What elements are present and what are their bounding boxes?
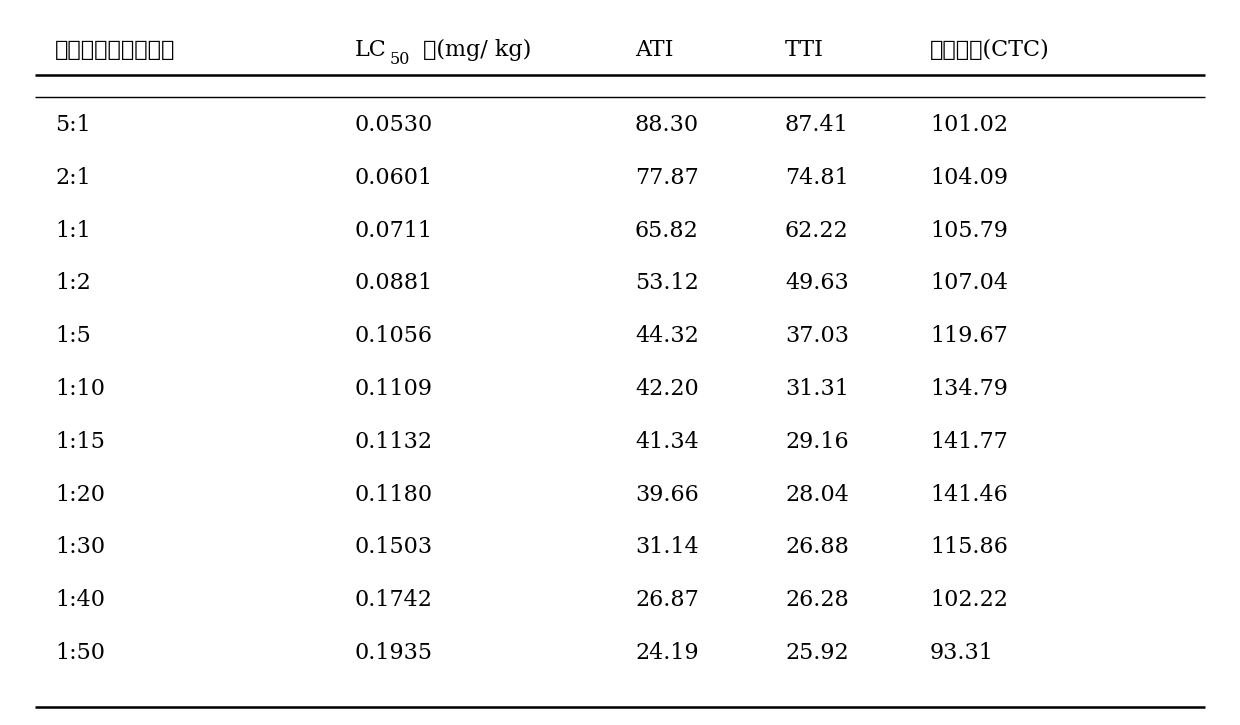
Text: 77.87: 77.87 [635,167,699,188]
Text: 141.77: 141.77 [930,431,1008,453]
Text: 41.34: 41.34 [635,431,699,453]
Text: 65.82: 65.82 [635,220,699,241]
Text: 双丙环虫酯：吡蚜酮: 双丙环虫酯：吡蚜酮 [55,39,175,61]
Text: LC: LC [355,39,387,61]
Text: 101.02: 101.02 [930,114,1008,136]
Text: TTI: TTI [785,39,825,61]
Text: 74.81: 74.81 [785,167,848,188]
Text: 2:1: 2:1 [55,167,91,188]
Text: 39.66: 39.66 [635,484,699,505]
Text: 0.1742: 0.1742 [355,589,433,611]
Text: 26.88: 26.88 [785,536,849,558]
Text: 44.32: 44.32 [635,326,699,347]
Text: 87.41: 87.41 [785,114,848,136]
Text: 119.67: 119.67 [930,326,1008,347]
Text: 53.12: 53.12 [635,273,699,294]
Text: 26.87: 26.87 [635,589,699,611]
Text: 0.0711: 0.0711 [355,220,433,241]
Text: 25.92: 25.92 [785,642,848,664]
Text: 107.04: 107.04 [930,273,1008,294]
Text: 37.03: 37.03 [785,326,849,347]
Text: 1:30: 1:30 [55,536,105,558]
Text: 42.20: 42.20 [635,378,699,400]
Text: 0.1503: 0.1503 [355,536,433,558]
Text: 29.16: 29.16 [785,431,848,453]
Text: 115.86: 115.86 [930,536,1008,558]
Text: 105.79: 105.79 [930,220,1008,241]
Text: 0.0881: 0.0881 [355,273,433,294]
Text: ATI: ATI [635,39,673,61]
Text: 1:1: 1:1 [55,220,91,241]
Text: 141.46: 141.46 [930,484,1008,505]
Text: 104.09: 104.09 [930,167,1008,188]
Text: 共毒系数(CTC): 共毒系数(CTC) [930,39,1050,61]
Text: 0.0530: 0.0530 [355,114,433,136]
Text: 1:10: 1:10 [55,378,105,400]
Text: 26.28: 26.28 [785,589,848,611]
Text: 0.1109: 0.1109 [355,378,433,400]
Text: 1:50: 1:50 [55,642,105,664]
Text: 28.04: 28.04 [785,484,849,505]
Text: 0.0601: 0.0601 [355,167,433,188]
Text: 1:20: 1:20 [55,484,105,505]
Text: 0.1132: 0.1132 [355,431,433,453]
Text: 5:1: 5:1 [55,114,91,136]
Text: 31.14: 31.14 [635,536,699,558]
Text: 1:40: 1:40 [55,589,105,611]
Text: 1:2: 1:2 [55,273,91,294]
Text: 62.22: 62.22 [785,220,848,241]
Text: 0.1056: 0.1056 [355,326,433,347]
Text: 1:5: 1:5 [55,326,91,347]
Text: 102.22: 102.22 [930,589,1008,611]
Text: 值(mg/ kg): 值(mg/ kg) [423,39,532,61]
Text: 49.63: 49.63 [785,273,848,294]
Text: 0.1180: 0.1180 [355,484,433,505]
Text: 31.31: 31.31 [785,378,849,400]
Text: 93.31: 93.31 [930,642,994,664]
Text: 0.1935: 0.1935 [355,642,433,664]
Text: 50: 50 [391,51,410,68]
Text: 134.79: 134.79 [930,378,1008,400]
Text: 1:15: 1:15 [55,431,105,453]
Text: 88.30: 88.30 [635,114,699,136]
Text: 24.19: 24.19 [635,642,698,664]
